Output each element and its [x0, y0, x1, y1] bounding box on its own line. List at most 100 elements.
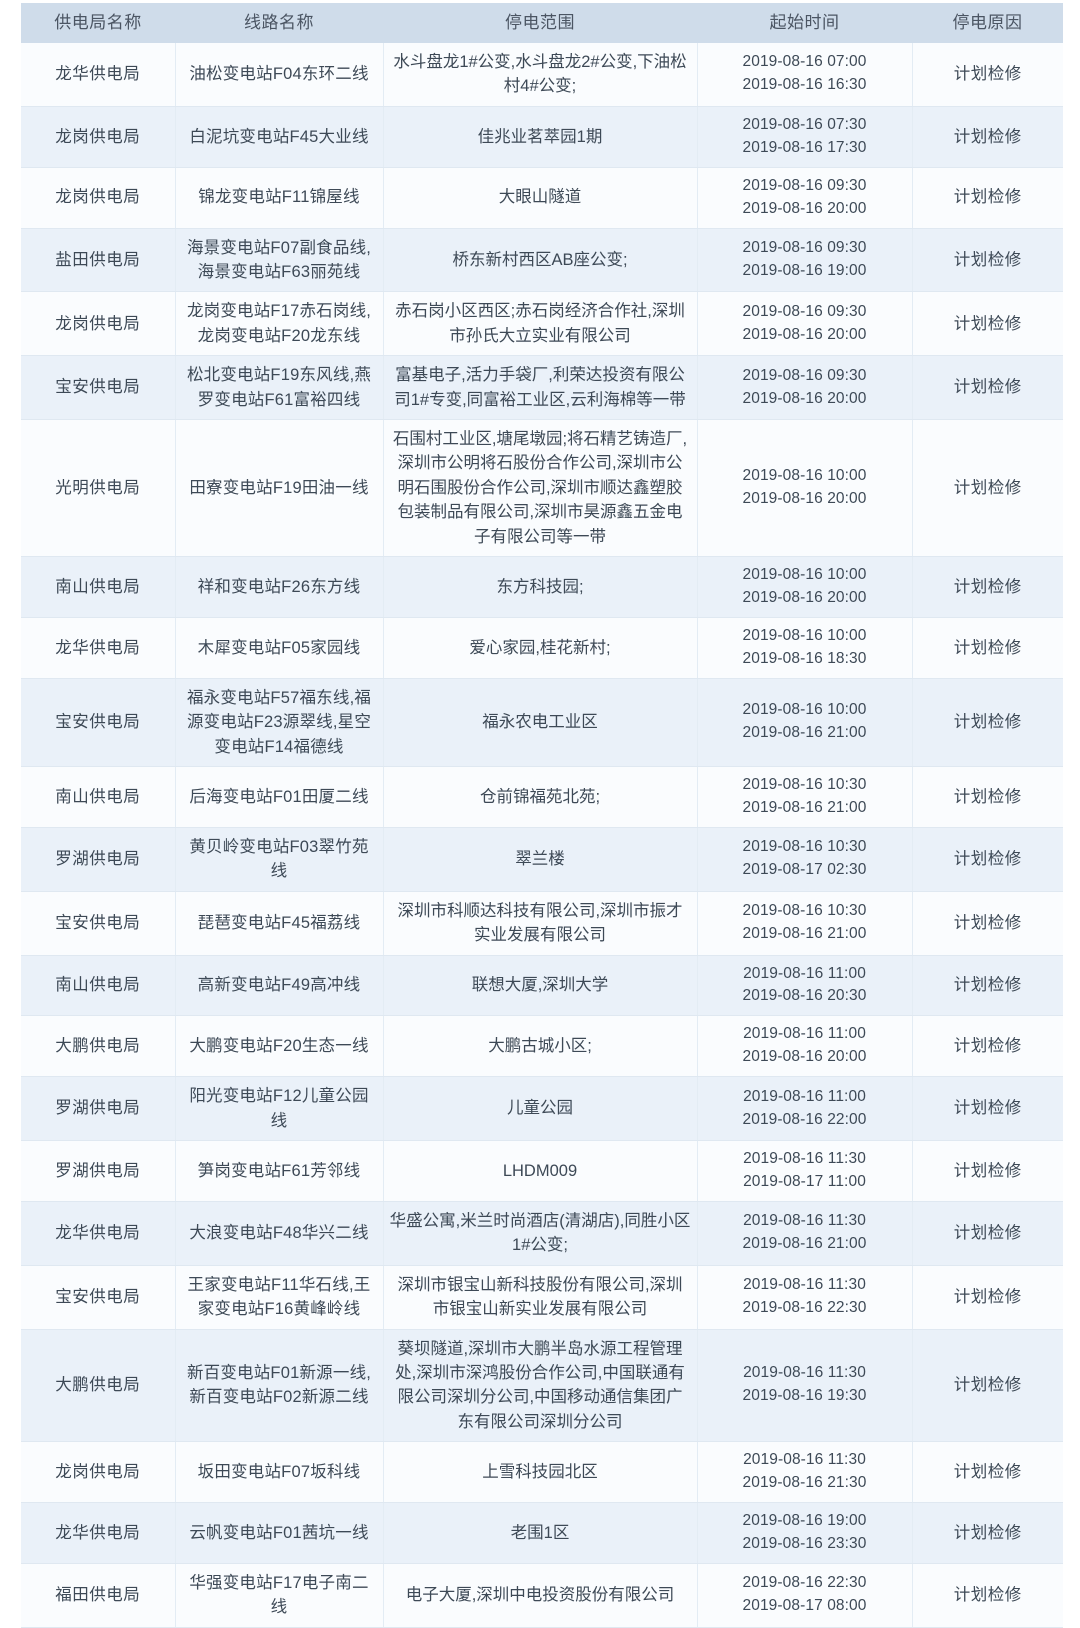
cell-scope: 爱心家园,桂花新村; [383, 617, 698, 679]
cell-line: 华强变电站F17电子南二线 [175, 1563, 384, 1628]
table-row: 龙岗供电局 龙岗变电站F17赤石岗线,龙岗变电站F20龙东线 赤石岗小区西区;赤石岗… [21, 291, 1063, 357]
table-row: 宝安供电局 琵琶变电站F45福荔线 深圳市科顺达科技有限公司,深圳市振才实业发展有限… [21, 891, 1063, 956]
cell-scope: 老围1区 [383, 1502, 698, 1564]
cell-reason: 计划检修 [912, 1265, 1063, 1330]
cell-reason: 计划检修 [912, 1563, 1063, 1628]
cell-bureau: 宝安供电局 [21, 355, 176, 420]
cell-bureau: 福田供电局 [21, 1563, 176, 1628]
cell-reason: 计划检修 [912, 228, 1063, 293]
cell-scope: 儿童公园 [383, 1076, 698, 1142]
cell-reason: 计划检修 [912, 955, 1063, 1017]
cell-scope: 华盛公寓,米兰时尚酒店(清湖店),同胜小区1#公变; [383, 1201, 698, 1266]
cell-line: 黄贝岭变电站F03翠竹苑线 [175, 827, 384, 892]
cell-scope: 深圳市银宝山新科技股份有限公司,深圳市银宝山新实业发展有限公司 [383, 1265, 698, 1330]
cell-bureau: 宝安供电局 [21, 1265, 176, 1330]
cell-line: 后海变电站F01田厦二线 [175, 766, 384, 828]
cell-time: 2019-08-16 07:00 2019-08-16 16:30 [697, 43, 913, 107]
cell-scope: 水斗盘龙1#公变,水斗盘龙2#公变,下油松村4#公变; [383, 43, 698, 107]
cell-scope: 福永农电工业区 [383, 678, 698, 768]
column-header-line: 线路名称 [175, 3, 383, 43]
table-row: 宝安供电局 松北变电站F19东风线,燕罗变电站F61富裕四线 富基电子,活力手袋厂,… [21, 355, 1063, 420]
cell-line: 新百变电站F01新源一线,新百变电站F02新源二线 [175, 1329, 384, 1443]
cell-scope: 大眼山隧道 [383, 167, 698, 229]
cell-reason: 计划检修 [912, 1502, 1063, 1564]
cell-time: 2019-08-16 09:30 2019-08-16 20:00 [697, 355, 913, 420]
table-row: 龙岗供电局 白泥坑变电站F45大业线 佳兆业茗萃园1期 2019-08-16 07:3… [21, 106, 1063, 168]
cell-time: 2019-08-16 11:00 2019-08-16 20:00 [697, 1015, 913, 1078]
cell-bureau: 龙岗供电局 [21, 106, 176, 168]
cell-time: 2019-08-16 07:30 2019-08-16 17:30 [697, 106, 913, 168]
cell-scope: 桥东新村西区AB座公变; [383, 228, 698, 293]
cell-line: 油松变电站F04东环二线 [175, 43, 384, 107]
cell-reason: 计划检修 [912, 1201, 1063, 1266]
column-header-time: 起始时间 [697, 3, 912, 43]
table-header-row: 供电局名称 线路名称 停电范围 起始时间 停电原因 [21, 3, 1063, 43]
cell-time: 2019-08-16 09:30 2019-08-16 20:00 [697, 291, 913, 357]
column-header-bureau: 供电局名称 [21, 3, 175, 43]
cell-time: 2019-08-16 10:30 2019-08-17 02:30 [697, 827, 913, 892]
cell-line: 琵琶变电站F45福荔线 [175, 891, 384, 956]
cell-reason: 计划检修 [912, 1076, 1063, 1142]
cell-scope: 翠兰楼 [383, 827, 698, 892]
cell-bureau: 龙华供电局 [21, 617, 176, 679]
cell-bureau: 龙华供电局 [21, 1502, 176, 1564]
cell-bureau: 龙岗供电局 [21, 291, 176, 357]
cell-time: 2019-08-16 19:00 2019-08-16 23:30 [697, 1502, 913, 1564]
cell-reason: 计划检修 [912, 43, 1063, 107]
cell-time: 2019-08-16 10:00 2019-08-16 21:00 [697, 678, 913, 768]
cell-line: 福永变电站F57福东线,福源变电站F23源翠线,星空变电站F14福德线 [175, 678, 384, 768]
table-row: 盐田供电局 海景变电站F07副食品线,海景变电站F63丽苑线 桥东新村西区AB座公变… [21, 228, 1063, 293]
cell-time: 2019-08-16 11:00 2019-08-16 22:00 [697, 1076, 913, 1142]
cell-reason: 计划检修 [912, 617, 1063, 679]
cell-time: 2019-08-16 11:30 2019-08-16 21:30 [697, 1441, 913, 1504]
cell-line: 阳光变电站F12儿童公园线 [175, 1076, 384, 1142]
table-row: 南山供电局 后海变电站F01田厦二线 仓前锦福苑北苑; 2019-08-16 10:3… [21, 766, 1063, 828]
cell-time: 2019-08-16 09:30 2019-08-16 19:00 [697, 228, 913, 293]
cell-line: 王家变电站F11华石线,王家变电站F16黄峰岭线 [175, 1265, 384, 1330]
cell-bureau: 龙华供电局 [21, 1201, 176, 1266]
table-row: 龙华供电局 云帆变电站F01茜坑一线 老围1区 2019-08-16 19:00 20… [21, 1502, 1063, 1564]
cell-line: 云帆变电站F01茜坑一线 [175, 1502, 384, 1564]
cell-scope: 石围村工业区,塘尾墩园;将石精艺铸造厂,深圳市公明将石股份合作公司,深圳市公明石… [383, 419, 698, 558]
column-header-scope: 停电范围 [383, 3, 697, 43]
table-row: 罗湖供电局 黄贝岭变电站F03翠竹苑线 翠兰楼 2019-08-16 10:30 20… [21, 827, 1063, 892]
table-row: 龙岗供电局 锦龙变电站F11锦屋线 大眼山隧道 2019-08-16 09:30 20… [21, 167, 1063, 229]
cell-bureau: 大鹏供电局 [21, 1015, 176, 1078]
table-row: 龙华供电局 大浪变电站F48华兴二线 华盛公寓,米兰时尚酒店(清湖店),同胜小区1#… [21, 1201, 1063, 1266]
table-row: 宝安供电局 王家变电站F11华石线,王家变电站F16黄峰岭线 深圳市银宝山新科技股份… [21, 1265, 1063, 1330]
cell-scope: 佳兆业茗萃园1期 [383, 106, 698, 168]
cell-time: 2019-08-16 11:30 2019-08-17 11:00 [697, 1140, 913, 1202]
cell-time: 2019-08-16 10:30 2019-08-16 21:00 [697, 766, 913, 828]
cell-line: 大浪变电站F48华兴二线 [175, 1201, 384, 1266]
cell-bureau: 罗湖供电局 [21, 1076, 176, 1142]
cell-bureau: 龙岗供电局 [21, 167, 176, 229]
cell-line: 田寮变电站F19田油一线 [175, 419, 384, 558]
cell-bureau: 宝安供电局 [21, 678, 176, 768]
cell-line: 海景变电站F07副食品线,海景变电站F63丽苑线 [175, 228, 384, 293]
cell-reason: 计划检修 [912, 419, 1063, 558]
cell-bureau: 罗湖供电局 [21, 1140, 176, 1202]
cell-reason: 计划检修 [912, 1441, 1063, 1504]
cell-scope: 上雪科技园北区 [383, 1441, 698, 1504]
cell-scope: 深圳市科顺达科技有限公司,深圳市振才实业发展有限公司 [383, 891, 698, 956]
table-row: 南山供电局 高新变电站F49高冲线 联想大厦,深圳大学 2019-08-16 11:0… [21, 955, 1063, 1017]
cell-reason: 计划检修 [912, 766, 1063, 828]
cell-reason: 计划检修 [912, 556, 1063, 618]
cell-time: 2019-08-16 11:30 2019-08-16 19:30 [697, 1329, 913, 1443]
table-row: 龙岗供电局 坂田变电站F07坂科线 上雪科技园北区 2019-08-16 11:30 … [21, 1441, 1063, 1504]
cell-time: 2019-08-16 10:30 2019-08-16 21:00 [697, 891, 913, 956]
cell-line: 高新变电站F49高冲线 [175, 955, 384, 1017]
cell-time: 2019-08-16 11:30 2019-08-16 21:00 [697, 1201, 913, 1266]
cell-time: 2019-08-16 10:00 2019-08-16 18:30 [697, 617, 913, 679]
cell-bureau: 盐田供电局 [21, 228, 176, 293]
cell-scope: 大鹏古城小区; [383, 1015, 698, 1078]
table-row: 罗湖供电局 阳光变电站F12儿童公园线 儿童公园 2019-08-16 11:00 2… [21, 1076, 1063, 1142]
cell-reason: 计划检修 [912, 106, 1063, 168]
table-row: 福田供电局 华强变电站F17电子南二线 电子大厦,深圳中电投资股份有限公司 2019-… [21, 1563, 1063, 1628]
power-outage-schedule-table: 供电局名称 线路名称 停电范围 起始时间 停电原因 龙华供电局 油松变电站F04东… [21, 3, 1063, 1628]
cell-time: 2019-08-16 22:30 2019-08-17 08:00 [697, 1563, 913, 1628]
cell-reason: 计划检修 [912, 355, 1063, 420]
cell-scope: 赤石岗小区西区;赤石岗经济合作社,深圳市孙氏大立实业有限公司 [383, 291, 698, 357]
cell-time: 2019-08-16 09:30 2019-08-16 20:00 [697, 167, 913, 229]
cell-time: 2019-08-16 10:00 2019-08-16 20:00 [697, 419, 913, 558]
